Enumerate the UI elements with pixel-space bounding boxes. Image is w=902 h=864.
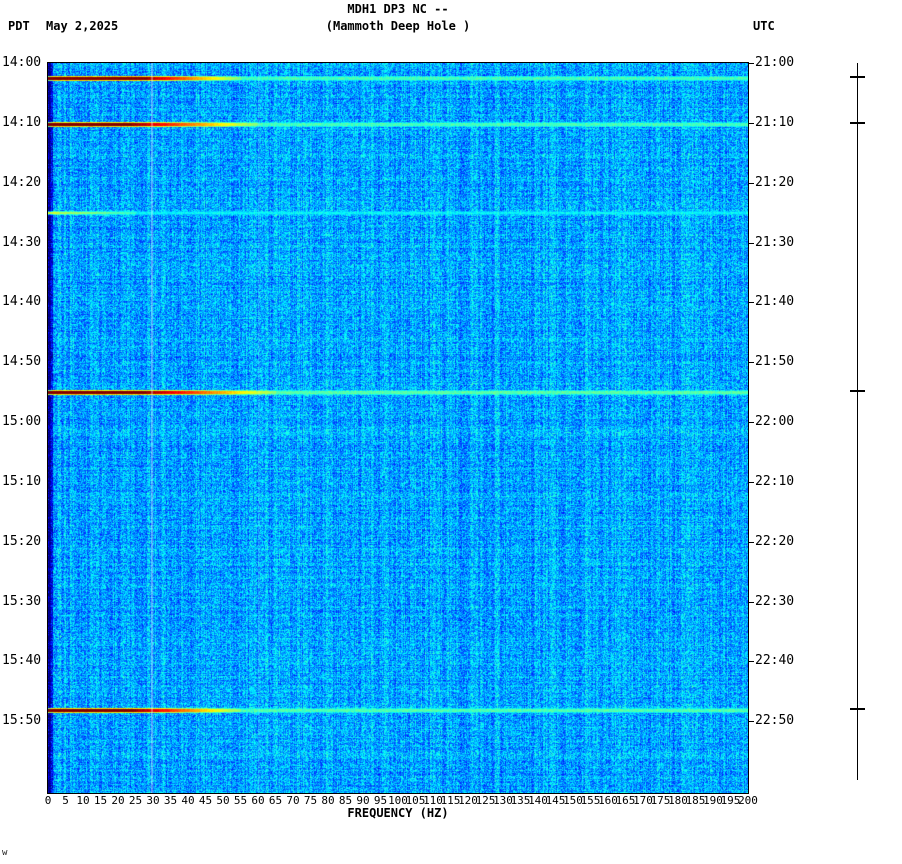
right-time-tickmark xyxy=(748,242,754,244)
frequency-tick-label: 195 xyxy=(720,794,741,807)
frequency-axis-title: FREQUENCY (HZ) xyxy=(347,806,449,820)
right-time-tick-label: 22:00 xyxy=(755,414,795,430)
event-rail-line xyxy=(857,63,858,780)
frequency-tick-label: 30 xyxy=(146,794,160,807)
frequency-tick-label: 110 xyxy=(423,794,443,807)
event-rail-tick xyxy=(850,75,865,78)
frequency-tick-label: 80 xyxy=(321,794,335,807)
right-time-tickmark xyxy=(748,661,754,663)
time-axis-left: 14:00 14:10 14:20 14:30 14:40 14:50 15:00 15:10… xyxy=(0,55,46,793)
right-time-tickmark xyxy=(748,422,754,424)
frequency-tick-label: 140 xyxy=(528,794,548,807)
frequency-tick-label: 200 xyxy=(738,794,758,807)
left-time-tick-label: 14:20 xyxy=(2,174,42,190)
right-time-tick-label: 22:20 xyxy=(755,533,795,549)
left-time-tick-label: 14:00 xyxy=(2,55,42,70)
frequency-tick-label: 65 xyxy=(268,794,283,807)
frequency-tick-label: 145 xyxy=(545,794,566,807)
timezone-left-label: PDT xyxy=(8,19,30,33)
right-time-tick-label: 22:30 xyxy=(755,593,795,609)
corner-artifact: w xyxy=(2,848,8,858)
right-time-tick-label: 21:40 xyxy=(755,294,795,310)
frequency-tick-label: 40 xyxy=(181,794,195,807)
frequency-tick-label: 70 xyxy=(286,794,300,807)
frequency-tick-label: 175 xyxy=(650,794,671,807)
frequency-tick-label: 115 xyxy=(440,794,461,807)
frequency-axis: 0 5 10 15 20 25 30 35 40 45 50 55 60 65 70 75 80 85 90 95 10… xyxy=(44,794,758,808)
right-time-tickmark xyxy=(748,63,754,64)
left-time-tick-label: 15:50 xyxy=(2,713,42,729)
page-title: MDH1 DP3 NC -- xyxy=(347,2,449,16)
right-time-tickmark xyxy=(748,182,754,184)
frequency-tick-label: 15 xyxy=(93,794,108,807)
event-rail-tick xyxy=(850,389,865,392)
right-time-tick-label: 22:50 xyxy=(755,713,795,729)
frequency-tick-label: 95 xyxy=(373,794,388,807)
frequency-tick-label: 165 xyxy=(615,794,636,807)
left-time-tick-label: 14:40 xyxy=(2,294,42,310)
event-rail-tick xyxy=(850,708,865,711)
frequency-tick-label: 55 xyxy=(233,794,248,807)
frequency-tick-label: 100 xyxy=(388,794,408,807)
right-time-tick-label: 21:30 xyxy=(755,234,795,250)
left-time-tick-label: 15:10 xyxy=(2,473,42,489)
frequency-tick-label: 180 xyxy=(668,794,688,807)
frequency-tick-label: 160 xyxy=(598,794,618,807)
frequency-tick-label: 10 xyxy=(76,794,90,807)
frequency-tick-label: 0 xyxy=(44,794,52,807)
frequency-tick-label: 60 xyxy=(251,794,265,807)
right-time-tickmark xyxy=(748,721,754,723)
left-time-tick-label: 15:00 xyxy=(2,414,42,430)
frequency-tick-label: 25 xyxy=(128,794,143,807)
event-rail-tick xyxy=(850,121,865,124)
left-time-tick-label: 15:20 xyxy=(2,533,42,549)
frequency-tick-label: 45 xyxy=(198,794,213,807)
frequency-tick-label: 125 xyxy=(475,794,496,807)
right-time-tickmark xyxy=(748,541,754,543)
frequency-tick-label: 35 xyxy=(163,794,178,807)
page-subtitle: (Mammoth Deep Hole ) xyxy=(325,19,471,33)
frequency-tick-label: 135 xyxy=(510,794,531,807)
frequency-tick-label: 105 xyxy=(405,794,426,807)
right-time-tick-label: 21:00 xyxy=(755,55,795,70)
frequency-tick-label: 50 xyxy=(216,794,230,807)
right-time-tick-label: 22:40 xyxy=(755,653,795,669)
timezone-right-label: UTC xyxy=(753,19,775,33)
left-time-tick-label: 15:30 xyxy=(2,593,42,609)
frequency-tick-label: 5 xyxy=(62,794,69,807)
frequency-tick-label: 185 xyxy=(685,794,706,807)
time-axis-right: 21:00 21:10 21:20 21:30 21:40 21:50 22:00 22:10… xyxy=(748,55,808,793)
right-time-tick-label: 21:50 xyxy=(755,354,795,370)
frequency-tick-label: 170 xyxy=(633,794,653,807)
right-time-tickmark xyxy=(748,302,754,304)
frequency-tick-label: 150 xyxy=(563,794,583,807)
left-time-tick-label: 14:10 xyxy=(2,114,42,130)
frequency-tick-label: 120 xyxy=(458,794,478,807)
frequency-tick-label: 155 xyxy=(580,794,601,807)
right-time-tickmark xyxy=(748,362,754,364)
left-time-tick-label: 15:40 xyxy=(2,653,42,669)
frequency-tick-label: 20 xyxy=(111,794,125,807)
right-time-tick-label: 21:10 xyxy=(755,114,795,130)
frequency-tick-label: 190 xyxy=(703,794,723,807)
right-time-tick-label: 21:20 xyxy=(755,174,795,190)
left-time-tick-label: 14:50 xyxy=(2,354,42,370)
frequency-tick-label: 130 xyxy=(493,794,513,807)
frequency-tick-label: 75 xyxy=(303,794,318,807)
left-time-tick-label: 14:30 xyxy=(2,234,42,250)
right-time-tickmark xyxy=(748,601,754,603)
frequency-tick-label: 85 xyxy=(338,794,353,807)
right-time-tick-label: 22:10 xyxy=(755,473,795,489)
right-time-tickmark xyxy=(748,481,754,483)
date-label: May 2,2025 xyxy=(46,19,119,33)
right-time-tickmark xyxy=(748,122,754,124)
frequency-tick-label: 90 xyxy=(356,794,370,807)
spectrogram-canvas xyxy=(47,62,749,794)
